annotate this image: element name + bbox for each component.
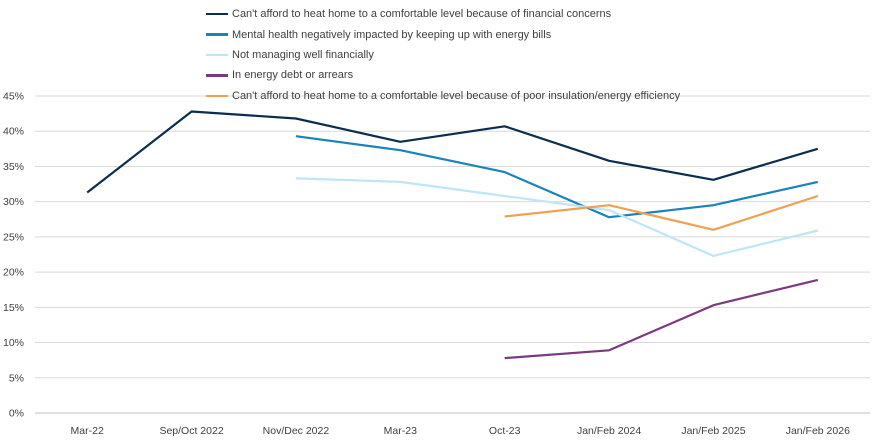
legend-swatch <box>206 94 228 97</box>
y-tick-label: 25% <box>3 231 24 243</box>
y-tick-label: 45% <box>3 91 24 103</box>
series-line-1 <box>86 110 819 194</box>
x-tick-label: Jan/Feb 2026 <box>786 425 850 437</box>
x-tick-label: Jan/Feb 2025 <box>681 425 745 437</box>
legend-label: Can't afford to heat home to a comfortab… <box>232 89 681 102</box>
y-tick-label: 35% <box>3 161 24 173</box>
y-tick-label: 15% <box>3 302 24 314</box>
y-tick-label: 5% <box>9 372 24 384</box>
legend-item: Can't afford to heat home to a comfortab… <box>206 86 680 106</box>
series-line-2 <box>295 135 819 219</box>
legend: Can't afford to heat home to a comfortab… <box>206 4 680 106</box>
series-line-4 <box>504 278 819 360</box>
legend-label: In energy debt or arrears <box>232 69 354 82</box>
legend-label: Can't afford to heat home to a comfortab… <box>232 8 612 21</box>
legend-item: Not managing well financially <box>206 45 680 65</box>
x-tick-label: Sep/Oct 2022 <box>159 425 223 437</box>
legend-label: Not managing well financially <box>232 48 374 61</box>
legend-item: In energy debt or arrears <box>206 65 680 85</box>
series-line-5 <box>504 194 819 231</box>
legend-swatch <box>206 33 228 36</box>
legend-label: Mental health negatively impacted by kee… <box>232 28 552 41</box>
legend-item: Can't afford to heat home to a comfortab… <box>206 4 680 24</box>
legend-swatch <box>206 12 228 16</box>
x-tick-label: Oct-23 <box>489 425 521 437</box>
x-tick-label: Jan/Feb 2024 <box>577 425 641 437</box>
x-tick-label: Nov/Dec 2022 <box>263 425 330 437</box>
x-tick-label: Mar-23 <box>384 425 417 437</box>
legend-swatch <box>206 53 228 57</box>
y-tick-label: 10% <box>3 337 24 349</box>
legend-item: Mental health negatively impacted by kee… <box>206 24 680 44</box>
y-tick-label: 20% <box>3 267 24 279</box>
legend-swatch <box>206 74 228 77</box>
x-tick-label: Mar-22 <box>71 425 104 437</box>
series-line-3 <box>295 177 819 257</box>
y-tick-label: 40% <box>3 126 24 138</box>
y-tick-label: 30% <box>3 196 24 208</box>
y-tick-label: 0% <box>9 408 24 420</box>
